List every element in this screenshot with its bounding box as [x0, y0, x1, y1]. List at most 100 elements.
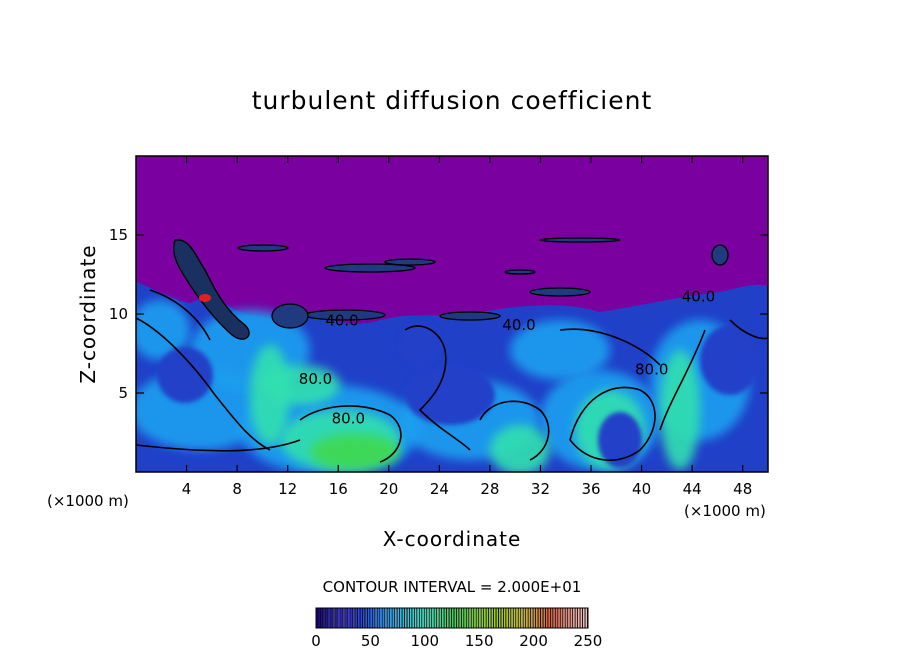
y-axis-label: Z-coordinate [76, 244, 100, 384]
x-unit-label-right: (×1000 m) [684, 502, 766, 520]
colorbar-tick-label: 250 [574, 632, 603, 650]
colorbar-gap [421, 608, 423, 628]
colorbar-stripe [481, 608, 484, 628]
colorbar-stripe [372, 608, 375, 628]
colorbar-stripe [424, 608, 427, 628]
colorbar-stripe [325, 608, 328, 628]
colorbar-stripe [548, 608, 550, 628]
colorbar-stripe [464, 608, 466, 628]
colorbar-stripe [323, 608, 325, 628]
colorbar-gap [332, 608, 334, 628]
colorbar-gap [401, 608, 403, 628]
x-tick-label: 4 [182, 480, 192, 498]
colorbar-stripe [513, 608, 516, 628]
colorbar-gap [512, 608, 514, 628]
colorbar-gap [352, 608, 354, 628]
colorbar-stripe [563, 608, 565, 628]
colorbar-stripe [454, 608, 457, 628]
colorbar-stripe [409, 608, 412, 628]
colorbar-gap [577, 608, 579, 628]
colorbar-gap [495, 608, 497, 628]
colorbar-stripe [489, 608, 491, 628]
colorbar-stripe [449, 608, 452, 628]
colorbar-gap [564, 608, 566, 628]
colorbar-stripe [521, 608, 523, 628]
colorbar-gap [456, 608, 457, 628]
cloud-streak [529, 287, 591, 297]
colorbar-stripe [427, 608, 429, 628]
colorbar-gap [404, 608, 406, 628]
colorbar-stripe [568, 608, 570, 628]
colorbar-stripe [565, 608, 568, 628]
colorbar-gap [349, 608, 351, 628]
cloud-streak [237, 244, 289, 252]
colorbar-stripe [330, 608, 333, 628]
colorbar-gap [431, 608, 433, 628]
colorbar-gap [364, 608, 366, 628]
colorbar-stripe [523, 608, 526, 628]
colorbar-stripe [452, 608, 454, 628]
colorbar-gap [537, 608, 539, 628]
colorbar-gap [515, 608, 517, 628]
colorbar-gap [329, 608, 331, 628]
colorbar-stripe [380, 608, 382, 628]
y-tick-label: 15 [109, 226, 128, 244]
colorbar-stripe [476, 608, 479, 628]
colorbar-stripe [583, 608, 585, 628]
colorbar-gap [490, 608, 492, 628]
colorbar-gap [527, 608, 529, 628]
colorbar-stripe [469, 608, 471, 628]
colorbar-gap [559, 608, 561, 628]
field-patch [310, 434, 400, 470]
colorbar-stripe [362, 608, 365, 628]
colorbar-stripe [390, 608, 392, 628]
colorbar-gap [554, 608, 556, 628]
colorbar-gap [418, 608, 420, 628]
x-tick-label: 12 [278, 480, 297, 498]
colorbar-gap [582, 608, 584, 628]
colorbar-stripe [516, 608, 518, 628]
contour-line [479, 400, 550, 461]
colorbar-stripe [474, 608, 476, 628]
contour-label: 80.0 [299, 370, 332, 388]
colorbar-gap [423, 608, 425, 628]
colorbar-gap [320, 608, 321, 628]
colorbar-stripe [395, 608, 397, 628]
colorbar-stripe [518, 608, 521, 628]
colorbar-tick-label: 100 [410, 632, 439, 650]
colorbar-stripe [432, 608, 434, 628]
colorbar-stripe [397, 608, 400, 628]
contour-line [559, 328, 661, 366]
x-tick-label: 24 [430, 480, 449, 498]
cloud-streak [439, 311, 501, 321]
colorbar-stripe [382, 608, 385, 628]
colorbar-stripe [318, 608, 321, 628]
y-tick-label: 10 [109, 305, 128, 323]
colorbar-gap [386, 608, 388, 628]
field-patch [136, 300, 190, 360]
colorbar-gap [463, 608, 465, 628]
colorbar-stripe [531, 608, 533, 628]
contour-label: 40.0 [325, 311, 358, 329]
contour-labels: 40.0 40.0 40.0 80.0 80.0 80.0 [299, 288, 715, 428]
colorbar-stripe [417, 608, 419, 628]
colorbar-stripe [536, 608, 538, 628]
colorbar-stripe [578, 608, 580, 628]
colorbar-stripe [407, 608, 410, 628]
colorbar-stripe [437, 608, 439, 628]
colorbar-stripe [385, 608, 387, 628]
colorbar-gap [359, 608, 361, 628]
colorbar-gap [498, 608, 499, 628]
colorbar-gap [517, 608, 519, 628]
colorbar-gap [562, 608, 564, 628]
colorbar-stripe [340, 608, 343, 628]
colorbar-gap [413, 608, 415, 628]
colorbar-stripe [558, 608, 560, 628]
colorbar-gap [443, 608, 445, 628]
colorbar-tick-label: 200 [519, 632, 548, 650]
colorbar-gap [357, 608, 359, 628]
colorbar-stripe [442, 608, 444, 628]
colorbar-gap [505, 608, 507, 628]
colorbar-gap [342, 608, 344, 628]
colorbar-stripe [444, 608, 447, 628]
